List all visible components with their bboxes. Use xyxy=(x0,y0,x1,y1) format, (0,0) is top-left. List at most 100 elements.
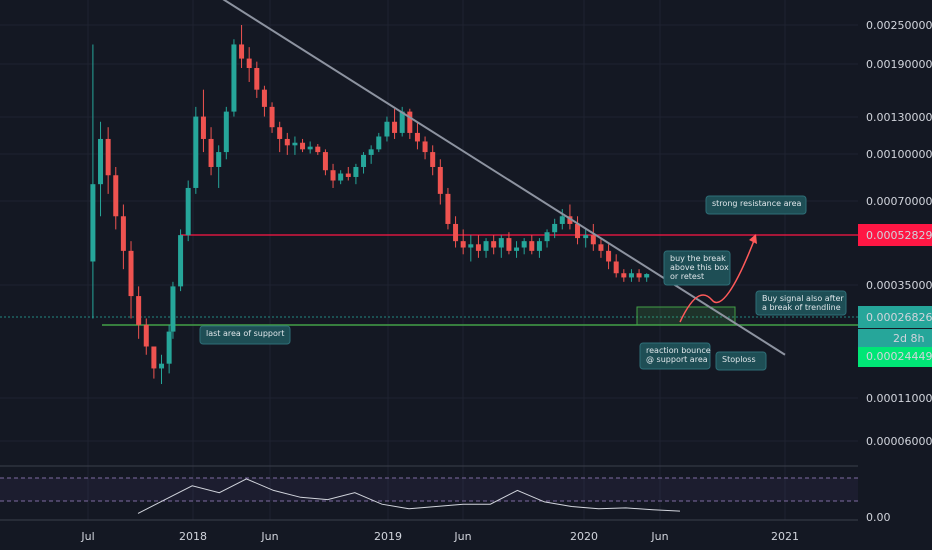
candle-body xyxy=(636,273,642,278)
price-label-bg xyxy=(858,224,932,246)
candle-body xyxy=(120,216,126,251)
annotations: strong resistance area buy the breakabove… xyxy=(199,195,847,371)
candle-body xyxy=(460,241,466,248)
candle-body xyxy=(136,296,142,325)
candle-body xyxy=(544,232,550,242)
candle-body xyxy=(475,244,481,251)
candle-body xyxy=(506,238,512,251)
price-tick-label: 0.00190000 xyxy=(866,58,932,71)
price-tick-label: 0.00035000 xyxy=(866,279,932,292)
price-tick-label: 0.00011000 xyxy=(866,392,932,405)
rsi-line xyxy=(137,478,681,514)
annotation-box xyxy=(663,250,731,286)
candle-body xyxy=(338,173,344,181)
projection-arrowhead xyxy=(749,234,757,244)
candle-body xyxy=(178,235,184,287)
candle-body xyxy=(483,241,489,251)
x-axis: Jul 2018 Jun 2019 Jun 2020 Jun 2021 xyxy=(80,530,799,543)
x-tick-label: 2019 xyxy=(374,530,402,543)
candle-body xyxy=(254,68,260,90)
annotation-text: a break of trendline xyxy=(762,303,841,312)
candle-body xyxy=(128,250,134,297)
price-label-bg xyxy=(858,306,932,328)
annotation-text: reaction bounce xyxy=(646,346,711,355)
candle-body xyxy=(468,244,474,248)
candle-body xyxy=(98,138,104,185)
candle-body xyxy=(166,331,172,364)
annotation-reaction-bounce: reaction bounce@ support area xyxy=(639,342,711,370)
candle-body xyxy=(521,241,527,248)
annotation-text: strong resistance area xyxy=(712,199,802,208)
candle-body xyxy=(322,152,328,171)
breakout-box xyxy=(636,306,736,326)
candle-body xyxy=(246,58,252,69)
candle-body xyxy=(159,363,165,369)
annotation-text: last area of support xyxy=(206,329,284,338)
candle-body xyxy=(307,146,313,150)
candle-body xyxy=(113,175,119,217)
candle-body xyxy=(345,173,351,177)
candle-body xyxy=(315,146,321,153)
candle-body xyxy=(621,273,627,278)
candle-body xyxy=(170,286,176,332)
candle-body xyxy=(368,149,374,155)
candle-body xyxy=(491,241,497,248)
candle-body xyxy=(300,142,306,150)
price-tick-label: 0.00250000 xyxy=(866,19,932,32)
candle-body xyxy=(529,241,535,251)
annotation-box xyxy=(755,290,847,316)
price-tick-label: 0.00100000 xyxy=(866,148,932,161)
candle-body xyxy=(430,152,436,167)
price-label: 0.00024449 xyxy=(866,350,932,363)
candle-body xyxy=(392,121,398,133)
candle-body xyxy=(231,44,237,112)
x-tick-label: Jun xyxy=(453,530,471,543)
candle-body xyxy=(151,346,157,369)
candle-body xyxy=(330,170,336,181)
candle-body xyxy=(583,235,589,239)
x-tick-label: Jun xyxy=(650,530,668,543)
price-tick-label: 0.00070000 xyxy=(866,195,932,208)
annotation-text: buy the break xyxy=(670,254,726,263)
x-tick-label: Jun xyxy=(260,530,278,543)
candle-body xyxy=(552,223,558,233)
candle-body xyxy=(269,106,275,128)
candle-body xyxy=(399,111,405,133)
candle-body xyxy=(208,138,214,167)
x-tick-label: 2020 xyxy=(570,530,598,543)
candle-body xyxy=(567,216,573,224)
overlays xyxy=(222,0,786,356)
rsi-panel: 0.00 xyxy=(0,465,891,524)
candle-body xyxy=(353,166,359,177)
candle-body xyxy=(598,244,604,251)
annotation-stoploss: Stoploss xyxy=(715,351,767,371)
price-axis-bg xyxy=(858,0,932,520)
annotation-box xyxy=(715,351,767,371)
annotation-box xyxy=(639,342,711,370)
candle-body xyxy=(606,250,612,262)
candle-body xyxy=(559,216,565,224)
countdown-label: 2d 8h xyxy=(893,332,924,345)
price-tick-label: 0.00006000 xyxy=(866,435,932,448)
countdown-bg xyxy=(858,329,932,347)
candle-body xyxy=(453,223,459,242)
annotation-strong-resistance: strong resistance area xyxy=(705,195,807,215)
candle-body xyxy=(239,44,245,59)
candles xyxy=(90,25,650,385)
candle-body xyxy=(437,166,443,194)
candle-body xyxy=(575,223,581,239)
price-label: 0.00026826 xyxy=(866,311,932,324)
price-label: 0.00052829 xyxy=(866,229,932,242)
candle-body xyxy=(193,116,199,188)
candle-body xyxy=(644,274,650,278)
x-tick-label: 2021 xyxy=(771,530,799,543)
candle-body xyxy=(361,154,367,167)
candle-body xyxy=(590,235,596,245)
annotation-last-support: last area of support xyxy=(199,325,291,345)
candle-body xyxy=(90,184,96,262)
price-tick-label: 0.00130000 xyxy=(866,111,932,124)
annotation-text: above this box xyxy=(670,263,729,272)
